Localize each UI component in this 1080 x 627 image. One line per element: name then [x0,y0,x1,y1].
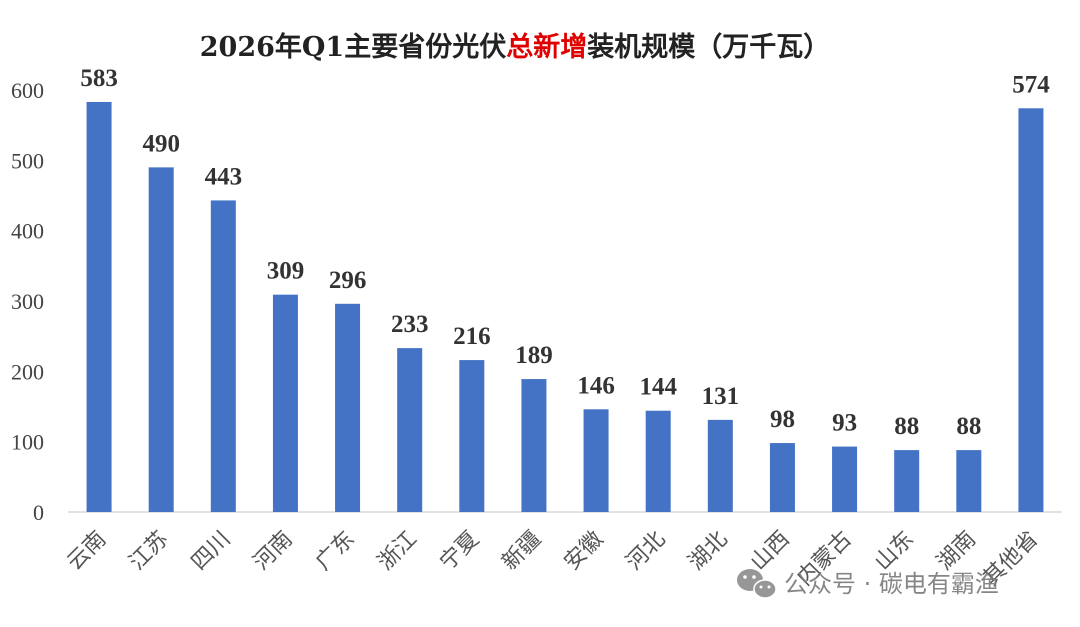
y-tick-label: 200 [11,359,44,384]
watermark: 公众号 · 碳电有霸渔 [737,569,999,599]
chart-title-part: 装机规模（万千瓦） [587,32,830,63]
x-tick-label: 河南 [249,527,298,576]
x-tick-label: 河北 [622,527,671,576]
x-tick-label: 云南 [63,527,112,576]
data-label: 189 [515,342,553,369]
bar [521,379,547,512]
data-label: 88 [894,413,919,440]
y-tick-label: 400 [11,219,44,244]
x-tick-label: 宁夏 [435,527,484,576]
data-label: 93 [832,410,857,437]
bar [583,409,609,512]
bar [335,303,361,512]
data-label: 88 [956,413,981,440]
chart-title: 2026年Q1主要省份光伏总新增装机规模（万千瓦） [200,31,830,63]
data-label: 131 [702,383,740,410]
x-tick-label: 江苏 [125,527,174,576]
data-label: 144 [639,374,677,401]
data-label: 490 [142,130,180,157]
bar [1018,108,1044,512]
bar [86,101,112,512]
data-labels: 583 490 443 309 296 233 216 189 146 144 131 98 93 88 8… [80,65,1050,440]
bar [956,450,982,512]
y-axis: 0 100 200 300 400 500 600 [11,78,44,525]
y-tick-label: 600 [11,78,44,103]
y-tick-label: 300 [11,289,44,314]
bar [459,360,485,512]
x-tick-label: 山东 [870,527,919,576]
bar [769,443,795,512]
x-tick-label: 新疆 [497,527,546,576]
data-label: 443 [205,163,243,190]
data-label: 574 [1012,71,1050,98]
bar [707,419,733,512]
x-tick-label: 山西 [746,527,795,576]
data-label: 296 [329,267,367,294]
data-label: 146 [577,372,615,399]
bars [86,101,1044,512]
y-tick-label: 100 [11,430,44,455]
data-label: 98 [770,406,795,433]
bar [894,450,920,512]
data-label: 583 [80,65,118,92]
x-tick-label: 安徽 [560,527,609,576]
x-tick-label: 广东 [311,527,360,576]
bar [148,167,174,512]
data-label: 233 [391,311,429,338]
bar [397,348,423,512]
bar [832,446,858,512]
x-tick-label: 浙江 [373,527,422,576]
bar [272,294,298,512]
data-label: 309 [267,258,305,285]
wechat-icon [737,569,777,599]
y-tick-label: 0 [33,500,44,525]
data-label: 216 [453,323,491,350]
bar [645,410,671,512]
chart-title-part: 总新增 [506,31,587,63]
x-tick-label: 湖南 [932,527,981,576]
x-tick-label: 湖北 [684,527,733,576]
bar [210,200,236,512]
x-tick-label: 四川 [187,527,236,576]
y-tick-label: 500 [11,148,44,173]
chart-title-part: 2026年Q1主要省份光伏 [200,31,506,63]
watermark-text: 公众号 · 碳电有霸渔 [784,570,999,598]
